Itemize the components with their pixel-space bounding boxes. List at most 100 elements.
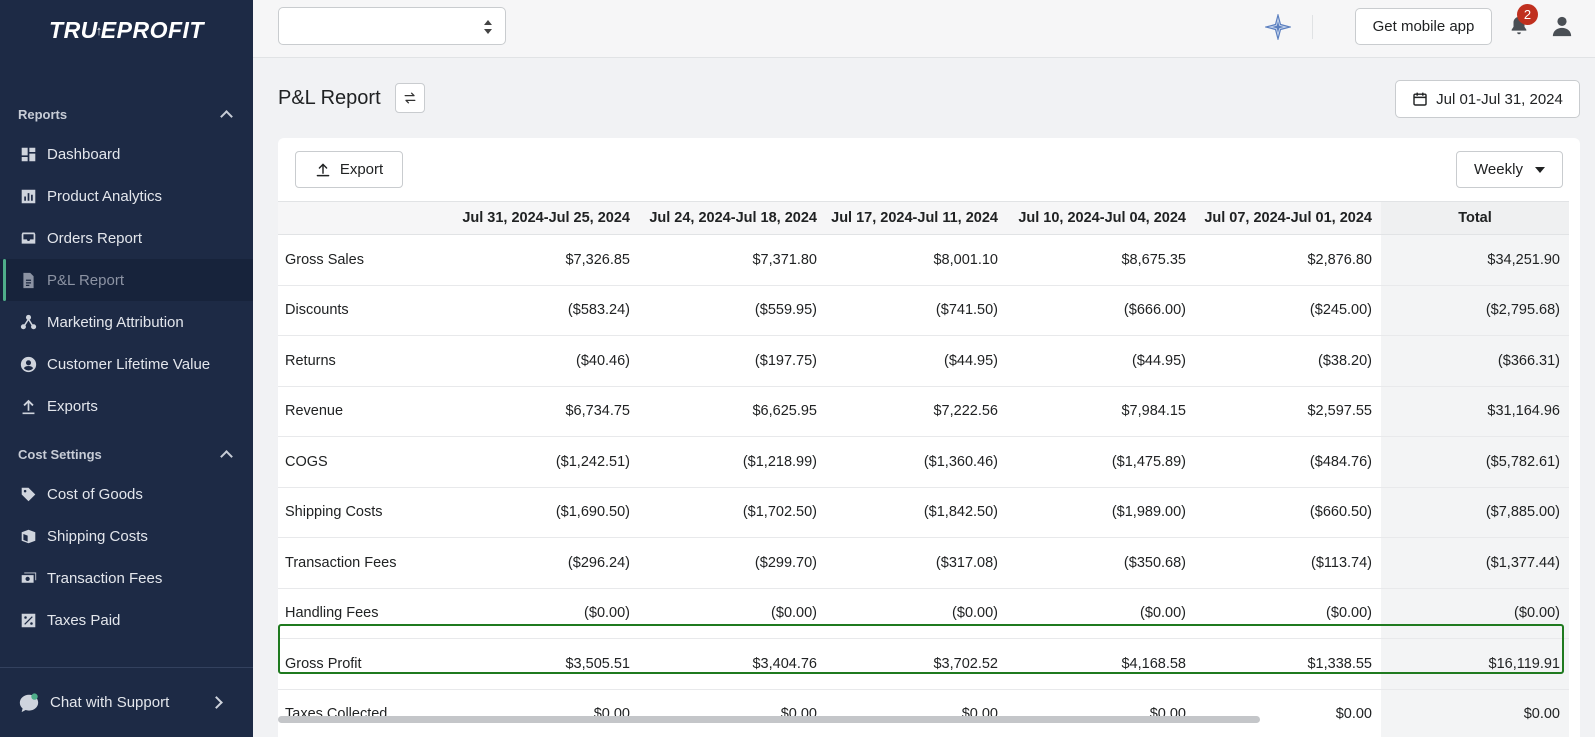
table-row: Returns ($40.46) ($197.75) ($44.95) ($44.95)…	[278, 335, 1569, 387]
cost-settings-section-header[interactable]: Cost Settings	[0, 435, 253, 473]
horizontal-scrollbar[interactable]	[278, 716, 1260, 723]
sidebar-item-label: Taxes Paid	[47, 611, 121, 629]
value-cell: $7,222.56	[826, 386, 1007, 437]
value-cell: $2,876.80	[1195, 234, 1381, 286]
store-select[interactable]	[278, 7, 506, 45]
page-title: P&L Report	[278, 87, 381, 109]
sidebar-item-label: Cost of Goods	[47, 485, 143, 503]
value-cell: ($296.24)	[446, 537, 639, 589]
tag-icon	[20, 486, 37, 503]
value-cell: ($1,842.50)	[826, 487, 1007, 538]
swap-arrows-icon	[404, 92, 416, 104]
total-cell: ($7,885.00)	[1381, 487, 1569, 538]
sidebar-item-marketing-attribution[interactable]: Marketing Attribution	[0, 301, 253, 343]
value-cell: ($484.76)	[1195, 436, 1381, 488]
value-cell: ($0.00)	[446, 588, 639, 639]
sidebar-item-transaction-fees[interactable]: Transaction Fees	[0, 557, 253, 599]
total-cell: $16,119.91	[1381, 638, 1569, 690]
table-row: Taxes Collected $0.00 $0.00 $0.00 $0.00 $0.00…	[278, 689, 1569, 737]
calendar-icon	[1413, 92, 1427, 106]
column-header-week: Jul 24, 2024-Jul 18, 2024	[639, 201, 826, 235]
sidebar-item-label: Transaction Fees	[47, 569, 163, 587]
column-header-week: Jul 17, 2024-Jul 11, 2024	[826, 201, 1007, 235]
row-label: Handling Fees	[278, 588, 446, 639]
value-cell: $3,404.76	[639, 638, 826, 690]
inbox-icon	[20, 230, 37, 247]
sidebar-item-exports[interactable]: Exports	[0, 385, 253, 427]
network-icon	[20, 314, 37, 331]
table-row: Transaction Fees ($296.24) ($299.70) ($317.…	[278, 537, 1569, 589]
sidebar-item-label: Shipping Costs	[47, 527, 148, 545]
user-icon[interactable]	[1551, 15, 1573, 37]
value-cell: $3,505.51	[446, 638, 639, 690]
row-label: Taxes Collected	[278, 689, 446, 737]
sidebar-item-dashboard[interactable]: Dashboard	[0, 133, 253, 175]
value-cell: ($197.75)	[639, 335, 826, 387]
ai-sparkle-icon[interactable]	[1265, 14, 1291, 40]
value-cell: $0.00	[639, 689, 826, 737]
sidebar-item-p-l-report[interactable]: P&L Report	[0, 259, 253, 301]
value-cell: $7,371.80	[639, 234, 826, 286]
sidebar-item-label: Exports	[47, 397, 98, 415]
sidebar-item-customer-lifetime-value[interactable]: Customer Lifetime Value	[0, 343, 253, 385]
value-cell: $7,326.85	[446, 234, 639, 286]
chevron-up-icon	[220, 450, 233, 463]
chat-icon	[18, 692, 40, 714]
table-row: Gross Sales $7,326.85 $7,371.80 $8,001.10 $8…	[278, 234, 1569, 286]
topbar: Get mobile app 2	[253, 0, 1595, 58]
sidebar-item-label: Dashboard	[47, 145, 121, 163]
export-button[interactable]: Export	[295, 151, 403, 188]
value-cell: ($44.95)	[1007, 335, 1195, 387]
value-cell: ($0.00)	[639, 588, 826, 639]
percent-icon	[20, 612, 37, 629]
row-label: Gross Profit	[278, 638, 446, 690]
logo[interactable]: TRU ↑ EPROFIT	[0, 0, 253, 60]
value-cell: ($1,242.51)	[446, 436, 639, 488]
sidebar-item-orders-report[interactable]: Orders Report	[0, 217, 253, 259]
cash-icon	[20, 570, 37, 587]
value-cell: ($44.95)	[826, 335, 1007, 387]
sidebar-item-taxes-paid[interactable]: Taxes Paid	[0, 599, 253, 641]
switch-view-button[interactable]	[395, 83, 425, 113]
column-header-week: Jul 31, 2024-Jul 25, 2024	[446, 201, 639, 235]
value-cell: $6,625.95	[639, 386, 826, 437]
sidebar-item-shipping-costs[interactable]: Shipping Costs	[0, 515, 253, 557]
value-cell: ($583.24)	[446, 285, 639, 336]
value-cell: ($741.50)	[826, 285, 1007, 336]
value-cell: ($0.00)	[1007, 588, 1195, 639]
column-header-week: Jul 10, 2024-Jul 04, 2024	[1007, 201, 1195, 235]
row-label: Shipping Costs	[278, 487, 446, 538]
value-cell: ($317.08)	[826, 537, 1007, 589]
row-label: Returns	[278, 335, 446, 387]
sidebar-item-label: Product Analytics	[47, 187, 163, 205]
get-mobile-app-button[interactable]: Get mobile app	[1355, 8, 1492, 45]
value-cell: $8,675.35	[1007, 234, 1195, 286]
period-select-value: Weekly	[1474, 161, 1523, 178]
value-cell: $0.00	[446, 689, 639, 737]
topbar-divider	[1312, 15, 1313, 39]
value-cell: $7,984.15	[1007, 386, 1195, 437]
sidebar-item-cost-of-goods[interactable]: Cost of Goods	[0, 473, 253, 515]
total-cell: ($1,377.44)	[1381, 537, 1569, 589]
reports-section-header[interactable]: Reports	[0, 95, 253, 133]
dashboard-icon	[20, 146, 37, 163]
package-icon	[20, 528, 37, 545]
chat-with-support[interactable]: Chat with Support	[0, 667, 253, 737]
value-cell: $6,734.75	[446, 386, 639, 437]
value-cell: $2,597.55	[1195, 386, 1381, 437]
row-label: Gross Sales	[278, 234, 446, 286]
value-cell: $3,702.52	[826, 638, 1007, 690]
pnl-table: Jul 31, 2024-Jul 25, 2024 Jul 24, 2024-Ju…	[278, 201, 1569, 737]
period-select[interactable]: Weekly	[1456, 151, 1563, 188]
upload-icon	[20, 398, 37, 415]
value-cell: ($1,690.50)	[446, 487, 639, 538]
value-cell: ($1,989.00)	[1007, 487, 1195, 538]
table-row: Revenue $6,734.75 $6,625.95 $7,222.56 $7,984…	[278, 386, 1569, 437]
chat-label: Chat with Support	[50, 694, 170, 711]
caret-down-icon	[1534, 166, 1545, 173]
sidebar-item-product-analytics[interactable]: Product Analytics	[0, 175, 253, 217]
value-cell: ($1,702.50)	[639, 487, 826, 538]
sidebar-item-label: Marketing Attribution	[47, 313, 184, 331]
value-cell: $4,168.58	[1007, 638, 1195, 690]
date-range-picker[interactable]: Jul 01-Jul 31, 2024	[1395, 80, 1580, 118]
